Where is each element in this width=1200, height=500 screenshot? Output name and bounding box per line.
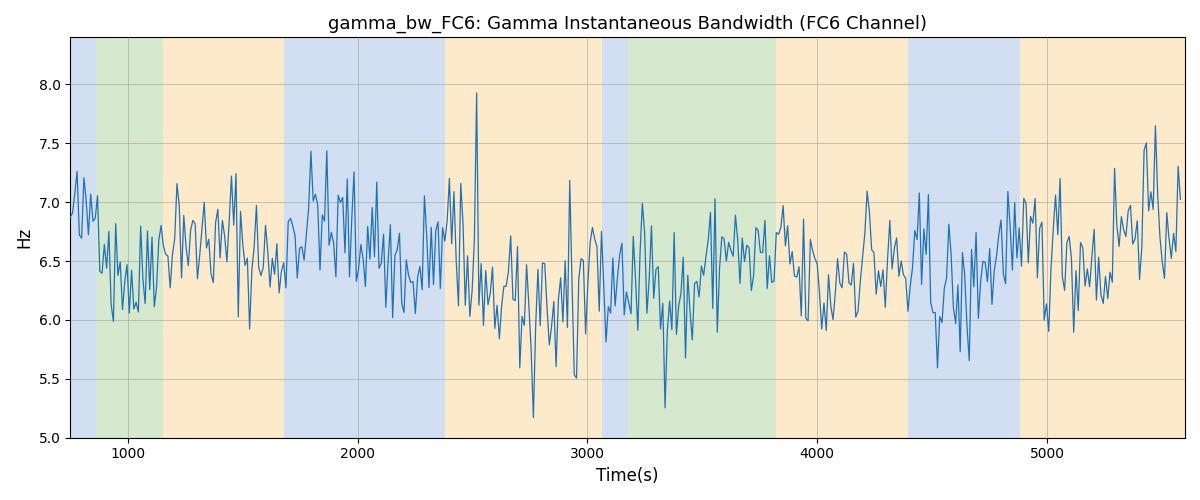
Y-axis label: Hz: Hz <box>16 227 34 248</box>
Bar <box>71 38 96 438</box>
Bar <box>284 38 445 438</box>
Bar <box>776 38 908 438</box>
Bar <box>445 38 602 438</box>
Bar <box>163 38 284 438</box>
Bar <box>908 38 1020 438</box>
Title: gamma_bw_FC6: Gamma Instantaneous Bandwidth (FC6 Channel): gamma_bw_FC6: Gamma Instantaneous Bandwi… <box>328 15 928 34</box>
Bar <box>96 38 163 438</box>
Bar <box>1020 38 1186 438</box>
Bar <box>628 38 776 438</box>
Bar <box>602 38 628 438</box>
X-axis label: Time(s): Time(s) <box>596 467 659 485</box>
